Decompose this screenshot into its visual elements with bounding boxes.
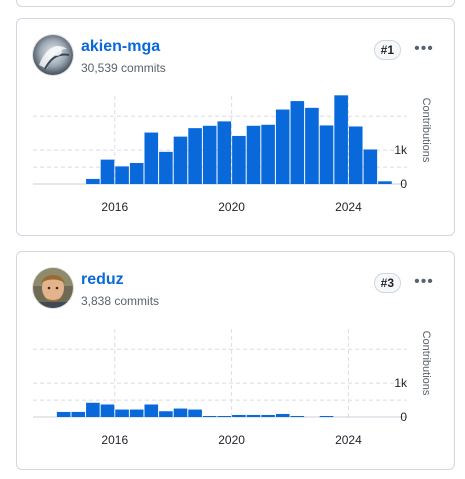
contribution-bar[interactable] bbox=[188, 128, 202, 184]
x-tick-label: 2016 bbox=[101, 433, 128, 447]
y-tick-label: 0 bbox=[400, 177, 407, 191]
contribution-bar[interactable] bbox=[261, 414, 275, 417]
x-tick-label: 2016 bbox=[101, 200, 128, 214]
contribution-bar[interactable] bbox=[129, 409, 144, 417]
y-tick-label: 0 bbox=[400, 410, 407, 424]
contributor-card: akien-mga 30,539 commits #1 ••• 2016 2020… bbox=[16, 18, 455, 236]
contributor-card: reduz 3,838 commits #3 ••• 2016 2020 2024 0… bbox=[16, 251, 455, 470]
contribution-bar[interactable] bbox=[246, 414, 261, 417]
contribution-bar[interactable] bbox=[275, 109, 290, 184]
contribution-bar[interactable] bbox=[100, 159, 115, 184]
x-tick-label: 2020 bbox=[218, 200, 245, 214]
contribution-bar[interactable] bbox=[115, 166, 129, 184]
contribution-bar[interactable] bbox=[173, 136, 188, 184]
contribution-bar[interactable] bbox=[246, 125, 261, 184]
kebab-horizontal-icon[interactable]: ••• bbox=[414, 273, 434, 290]
avatar-image bbox=[33, 35, 73, 75]
x-tick-label: 2024 bbox=[335, 433, 362, 447]
contributions-chart: 2016 2020 2024 0 1k Contributions bbox=[33, 329, 432, 447]
contribution-bar[interactable] bbox=[202, 125, 217, 184]
contribution-bar[interactable] bbox=[378, 181, 392, 184]
contributor-name-link[interactable]: akien-mga bbox=[81, 38, 161, 55]
contribution-bar[interactable] bbox=[290, 415, 305, 417]
previous-contributor-card bbox=[16, 0, 455, 7]
contribution-bar[interactable] bbox=[159, 411, 173, 417]
contribution-bar[interactable] bbox=[305, 107, 319, 184]
kebab-horizontal-icon[interactable]: ••• bbox=[414, 40, 434, 57]
contributions-chart: 2016 2020 2024 0 1k Contributions bbox=[33, 95, 432, 214]
contribution-bar[interactable] bbox=[232, 135, 246, 184]
x-tick-label: 2020 bbox=[218, 433, 245, 447]
contribution-bar[interactable] bbox=[129, 163, 144, 184]
avatar-image bbox=[33, 268, 73, 308]
y-tick-label: 1k bbox=[394, 143, 408, 157]
contribution-bar[interactable] bbox=[188, 409, 202, 417]
contribution-bar[interactable] bbox=[100, 404, 115, 417]
avatar[interactable] bbox=[33, 268, 73, 308]
rank-badge: #3 bbox=[373, 273, 401, 293]
contributor-name-link[interactable]: reduz bbox=[81, 271, 124, 288]
contribution-bar[interactable] bbox=[319, 125, 334, 184]
contribution-bar[interactable] bbox=[217, 121, 232, 184]
contribution-bar[interactable] bbox=[217, 415, 232, 417]
contribution-bar[interactable] bbox=[319, 415, 334, 417]
commit-count[interactable]: 30,539 commits bbox=[81, 61, 166, 75]
contribution-bar[interactable] bbox=[144, 132, 159, 184]
contribution-bar[interactable] bbox=[144, 404, 159, 417]
y-tick-label: 1k bbox=[394, 376, 408, 390]
contribution-bar[interactable] bbox=[56, 411, 71, 417]
contribution-bar[interactable] bbox=[71, 411, 86, 417]
contribution-bar[interactable] bbox=[261, 124, 275, 184]
avatar[interactable] bbox=[33, 35, 73, 75]
y-axis-label: Contributions bbox=[420, 98, 432, 163]
rank-badge: #1 bbox=[373, 40, 401, 60]
contribution-bar[interactable] bbox=[86, 178, 100, 184]
commit-count[interactable]: 3,838 commits bbox=[81, 294, 160, 308]
y-axis-label: Contributions bbox=[420, 331, 432, 396]
contribution-bar[interactable] bbox=[348, 126, 363, 184]
contribution-bar[interactable] bbox=[363, 149, 378, 184]
contribution-bar[interactable] bbox=[173, 408, 188, 417]
contribution-bar[interactable] bbox=[86, 402, 100, 417]
contribution-bar[interactable] bbox=[275, 413, 290, 417]
contribution-bar[interactable] bbox=[159, 151, 173, 184]
contribution-bar[interactable] bbox=[232, 414, 246, 417]
contribution-bar[interactable] bbox=[202, 415, 217, 417]
x-tick-label: 2024 bbox=[335, 200, 362, 214]
contribution-bar[interactable] bbox=[334, 95, 348, 184]
contribution-bar[interactable] bbox=[115, 409, 129, 417]
contribution-bar[interactable] bbox=[290, 101, 305, 184]
